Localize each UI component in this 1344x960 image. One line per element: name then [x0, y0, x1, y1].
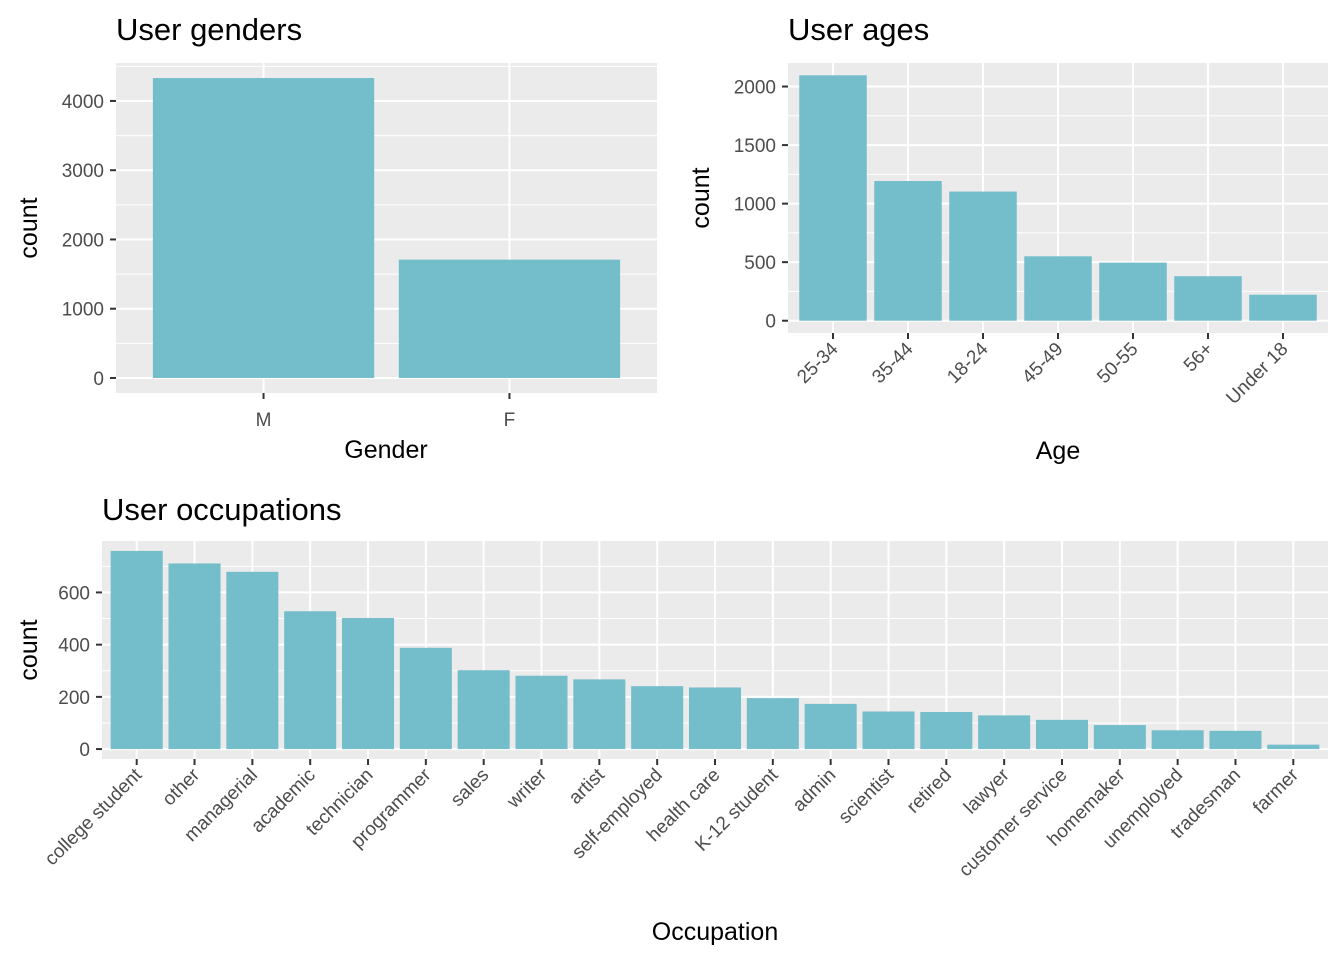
occupation-x-tick-label: admin — [789, 765, 840, 816]
age-y-tick-label: 2000 — [734, 78, 776, 99]
age-bar — [1099, 262, 1167, 321]
age-bar — [1174, 276, 1242, 321]
occupation-bar — [1209, 730, 1262, 750]
occupation-bar — [1267, 744, 1320, 750]
age-y-axis-title: count — [687, 167, 715, 228]
gender-y-tick-label: 3000 — [62, 161, 104, 182]
occupation-bar — [746, 698, 799, 750]
occupation-bar — [226, 571, 279, 750]
age-x-tick-label: 45-49 — [1018, 339, 1067, 388]
occupation-bar — [515, 675, 568, 750]
gender-y-tick-label: 4000 — [62, 92, 104, 113]
occupation-bar — [1035, 719, 1089, 750]
occupation-bars — [110, 550, 1320, 750]
occupation-x-tick-label: retired — [903, 765, 956, 818]
age-bar — [1024, 256, 1092, 321]
gender-x-tick-label: M — [256, 410, 272, 431]
gender-y-tick-label: 1000 — [62, 300, 104, 321]
gender-y-axis-title: count — [15, 197, 43, 258]
occupation-x-tick-label: other — [159, 764, 205, 810]
occupation-x-tick-label: college student — [41, 764, 147, 870]
gender-bar — [152, 78, 375, 378]
gender-bars — [152, 78, 621, 378]
age-bar — [1249, 294, 1317, 321]
occupation-bar — [1151, 730, 1204, 750]
occupation-bar — [168, 563, 221, 750]
occupation-bar — [284, 611, 337, 750]
occupation-bar — [1093, 725, 1146, 750]
occupation-y-ticks: 0 200 400 600 — [58, 583, 102, 761]
gender-y-tick-label: 2000 — [62, 230, 104, 251]
occupation-x-tick-label: artist — [565, 764, 609, 808]
age-y-tick-label: 1000 — [734, 195, 776, 216]
age-x-tick-label: 18-24 — [943, 338, 993, 388]
occupation-bar — [110, 550, 163, 750]
occupation-bar — [399, 647, 452, 750]
occupation-bar — [804, 703, 857, 750]
gender-y-tick-label: 0 — [93, 369, 104, 390]
gender-bar — [398, 259, 621, 378]
age-y-ticks: 0 500 1000 1500 2000 — [734, 78, 788, 333]
occupation-y-tick-label: 0 — [79, 740, 90, 761]
occupation-bar — [978, 715, 1031, 750]
occupation-x-tick-label: customer service — [955, 765, 1071, 881]
age-x-tick-label: 35-44 — [868, 338, 918, 388]
occupation-x-tick-label: lawyer — [960, 764, 1014, 818]
occupation-bar — [573, 679, 626, 750]
occupation-bar — [688, 687, 742, 750]
occupation-y-tick-label: 200 — [58, 688, 90, 709]
occupation-x-tick-label: farmer — [1249, 764, 1303, 818]
age-x-tick-label: 25-34 — [793, 338, 843, 388]
age-y-tick-label: 500 — [744, 253, 776, 274]
occupation-chart: User occupations 0 200 400 600 college stud… — [15, 492, 1328, 946]
age-bar — [799, 75, 867, 321]
occupation-bar — [341, 618, 395, 750]
occupation-bar — [920, 712, 973, 750]
occupation-x-ticks: college student othermanagerialacademicte… — [41, 759, 1303, 881]
occupation-y-tick-label: 600 — [58, 583, 90, 604]
gender-chart-title: User genders — [116, 12, 302, 47]
age-chart-title: User ages — [788, 12, 929, 47]
age-x-tick-label: Under 18 — [1222, 339, 1292, 409]
age-x-ticks: 25-34 35-44 18-24 45-49 50-55 56+ Under 18 — [793, 333, 1293, 409]
gender-x-tick-label: F — [504, 410, 516, 431]
occupation-x-tick-label: writer — [503, 764, 552, 813]
occupation-x-axis-title: Occupation — [652, 918, 778, 946]
gender-x-axis-title: Gender — [344, 436, 427, 464]
occupation-bar — [862, 711, 915, 750]
occupation-x-tick-label: sales — [447, 765, 493, 811]
occupation-bar — [457, 670, 510, 750]
occupation-x-tick-label: scientist — [835, 764, 899, 828]
occupation-chart-title: User occupations — [102, 492, 342, 527]
age-y-tick-label: 1500 — [734, 136, 776, 157]
gender-y-ticks: 0 1000 2000 3000 4000 — [62, 92, 116, 390]
age-y-tick-label: 0 — [765, 312, 776, 333]
occupation-bar — [631, 686, 684, 750]
age-x-tick-label: 50-55 — [1093, 339, 1142, 388]
occupation-y-tick-label: 400 — [58, 636, 90, 657]
age-bar — [949, 191, 1017, 321]
age-chart: User ages 0 500 1000 1500 2000 25-34 35-44 18-… — [687, 12, 1328, 465]
age-x-axis-title: Age — [1036, 437, 1080, 465]
age-x-tick-label: 56+ — [1180, 339, 1218, 377]
occupation-y-axis-title: count — [15, 619, 43, 680]
age-bars — [799, 75, 1317, 321]
age-bar — [874, 181, 942, 321]
